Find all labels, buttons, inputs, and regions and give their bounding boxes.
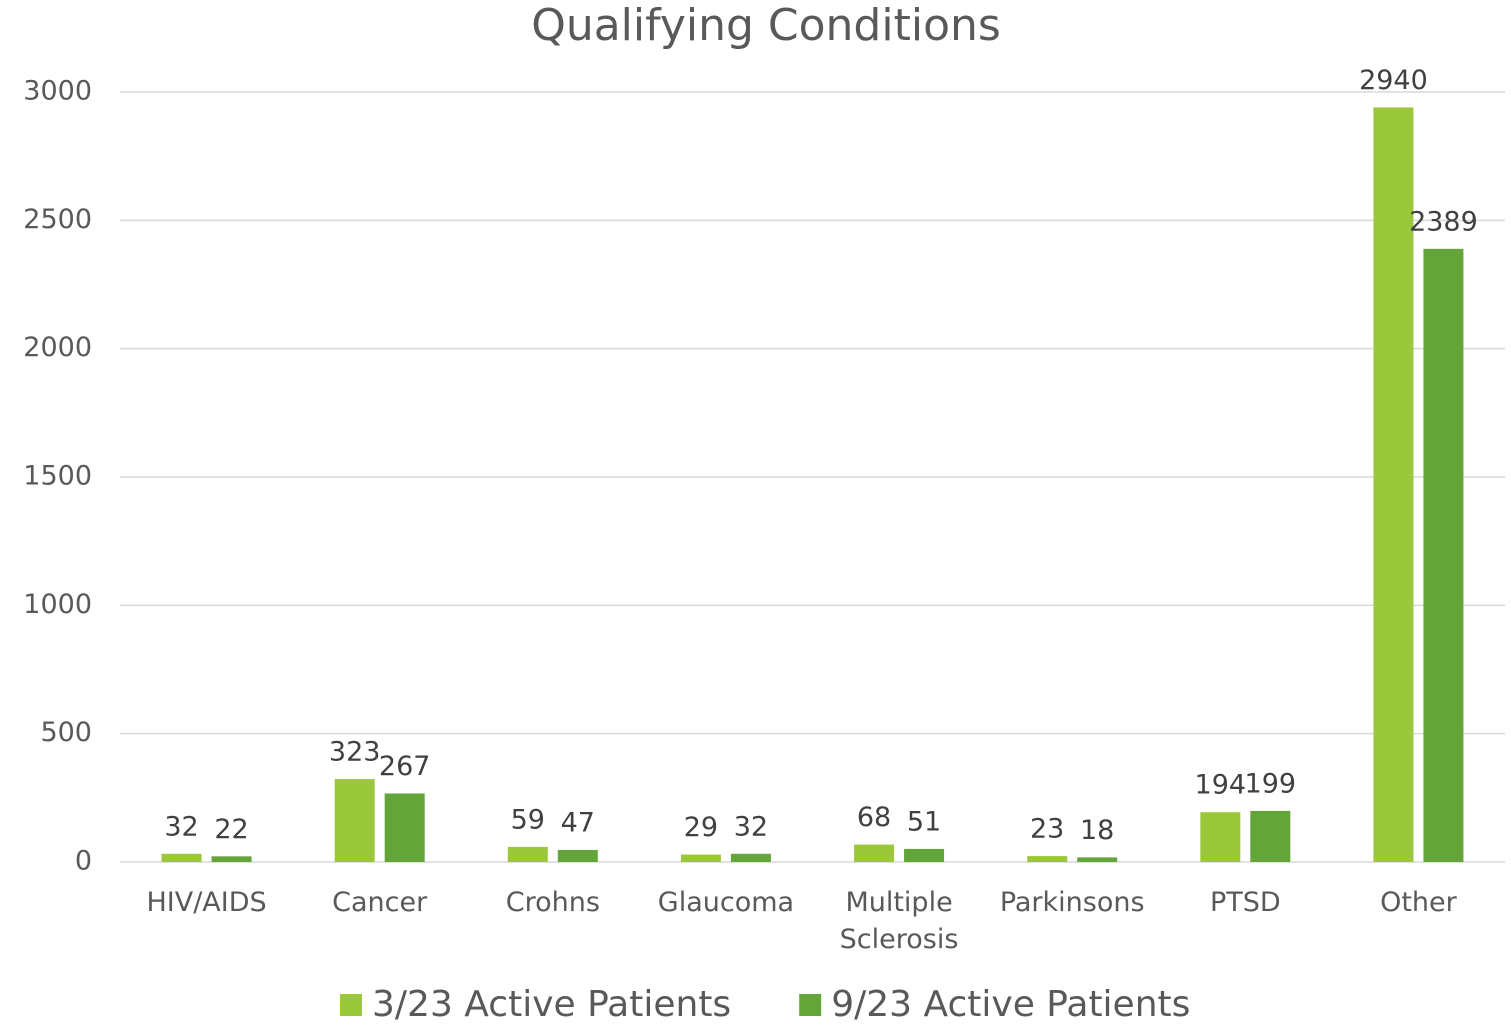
bar <box>1373 107 1414 862</box>
bar <box>211 856 252 862</box>
data-label: 47 <box>561 807 595 838</box>
bar <box>1077 857 1118 862</box>
data-label: 2940 <box>1359 65 1428 96</box>
bar <box>730 853 771 862</box>
x-tick-label: Cancer <box>332 887 428 918</box>
bar <box>161 853 202 862</box>
bar <box>904 848 945 862</box>
y-tick-label: 3000 <box>23 76 92 107</box>
x-tick-label-box: PTSD <box>1209 887 1281 918</box>
legend-swatch <box>799 994 822 1016</box>
bar <box>854 844 895 862</box>
data-label: 2389 <box>1409 206 1478 237</box>
bar <box>680 854 721 862</box>
x-tick-label: Other <box>1380 887 1457 918</box>
x-tick-label: HIV/AIDS <box>146 887 267 918</box>
x-tick-label: PTSD <box>1209 887 1281 918</box>
y-tick-label: 1500 <box>23 461 92 492</box>
legend-label: 9/23 Active Patients <box>831 984 1190 1025</box>
bar <box>557 849 598 862</box>
bar <box>1423 248 1464 862</box>
data-label: 323 <box>329 737 381 768</box>
data-label: 29 <box>684 812 718 843</box>
data-label: 267 <box>379 751 431 782</box>
data-label: 59 <box>511 804 545 835</box>
x-tick-label-box: Multiple Sclerosis <box>839 887 959 955</box>
data-label: 22 <box>214 814 248 845</box>
chart-title: Qualifying Conditions <box>531 0 1001 51</box>
bar <box>334 779 375 862</box>
y-tick-label: 2500 <box>23 204 92 235</box>
bar <box>507 846 548 862</box>
data-label: 23 <box>1030 814 1064 845</box>
x-tick-label-box: Glaucoma <box>657 887 795 918</box>
data-label: 68 <box>857 802 891 833</box>
data-label: 199 <box>1245 768 1297 799</box>
legend-label: 3/23 Active Patients <box>372 984 731 1025</box>
bar <box>384 793 425 862</box>
data-label: 194 <box>1195 770 1247 801</box>
y-tick-label: 500 <box>40 717 92 748</box>
bar <box>1250 810 1291 862</box>
x-tick-label: Glaucoma <box>657 887 795 918</box>
bar <box>1027 856 1068 862</box>
x-tick-label-box: Crohns <box>505 887 600 918</box>
y-tick-label: 2000 <box>23 332 92 363</box>
x-tick-label: Crohns <box>505 887 600 918</box>
x-tick-label-box: Other <box>1380 887 1457 918</box>
y-tick-label: 0 <box>75 846 92 877</box>
x-tick-label-box: Cancer <box>332 887 428 918</box>
y-tick-label: 1000 <box>23 589 92 620</box>
data-label: 32 <box>164 811 198 842</box>
data-label: 18 <box>1080 815 1114 846</box>
x-tick-label: Parkinsons <box>999 887 1145 918</box>
data-label: 51 <box>907 806 941 837</box>
data-label: 32 <box>734 811 768 842</box>
x-tick-label: Multiple Sclerosis <box>839 887 959 955</box>
x-tick-label-box: HIV/AIDS <box>146 887 267 918</box>
legend-swatch <box>340 994 362 1016</box>
bar <box>1200 812 1241 862</box>
x-tick-label-box: Parkinsons <box>999 887 1145 918</box>
